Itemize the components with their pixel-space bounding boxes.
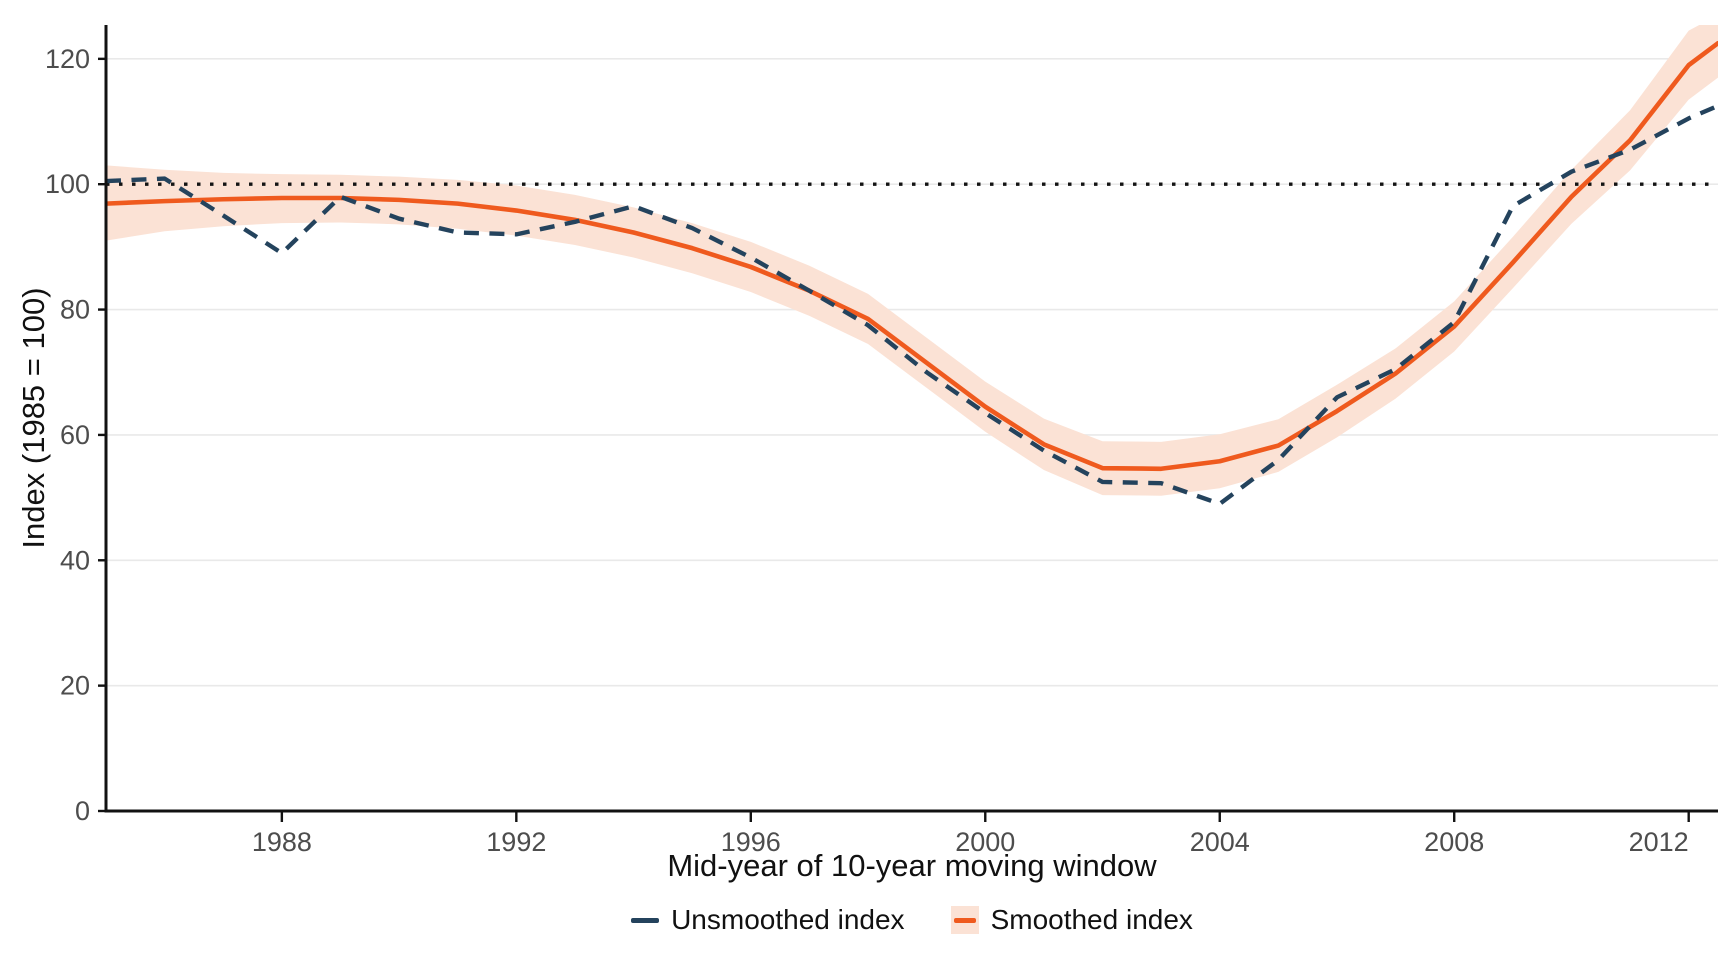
x-tick-label: 2000	[955, 827, 1015, 857]
unsmoothed-line	[106, 103, 1718, 507]
y-tick-label: 100	[45, 169, 90, 199]
legend-item-smoothed: Smoothed index	[950, 904, 1193, 936]
y-tick-label: 120	[45, 44, 90, 74]
y-tick-label: 40	[60, 545, 90, 575]
confidence-ribbon	[106, 25, 1718, 496]
smoothed-line	[106, 40, 1718, 472]
x-axis-title: Mid-year of 10-year moving window	[667, 848, 1157, 883]
x-tick-label: 1992	[486, 827, 546, 857]
x-tick-label: 1996	[721, 827, 781, 857]
x-tick-label: 2004	[1190, 827, 1250, 857]
y-tick-label: 20	[60, 671, 90, 701]
x-tick-label: 2012	[1629, 827, 1689, 857]
legend-item-unsmoothed: Unsmoothed index	[631, 904, 905, 936]
x-tick-label: 1988	[252, 827, 312, 857]
smoothed-key-line-icon	[953, 917, 976, 923]
legend: Unsmoothed index Smoothed index	[106, 898, 1718, 942]
x-tick-label: 2008	[1424, 827, 1484, 857]
legend-label-unsmoothed: Unsmoothed index	[671, 904, 905, 935]
legend-label-smoothed: Smoothed index	[990, 904, 1193, 935]
y-tick-label: 0	[75, 796, 90, 826]
series-group	[106, 25, 1718, 507]
y-tick-label: 60	[60, 420, 90, 450]
y-axis-title: Index (1985 = 100)	[16, 287, 51, 549]
smoothed-key-icon	[950, 906, 979, 934]
unsmoothed-key-icon	[631, 917, 660, 923]
y-tick-label: 80	[60, 295, 90, 325]
